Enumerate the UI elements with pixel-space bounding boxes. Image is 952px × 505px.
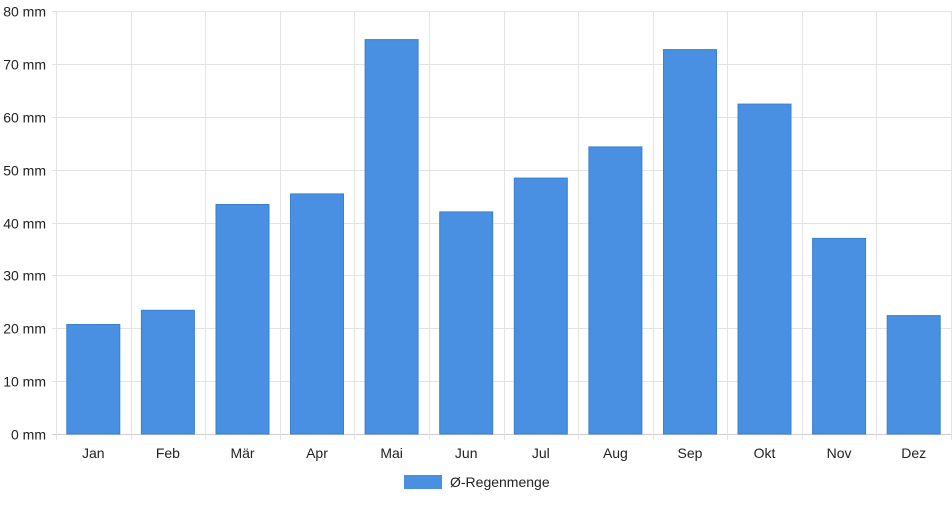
x-tick-label-nov: Nov [827, 445, 852, 461]
bar-jun [439, 211, 494, 435]
bar-apr [290, 193, 344, 435]
x-tick-label-aug: Aug [603, 445, 628, 461]
bar-mär [215, 204, 270, 435]
x-tick-label-jul: Jul [532, 445, 550, 461]
x-tick-label-jan: Jan [82, 445, 105, 461]
y-tick-label: 0 mm [11, 427, 46, 443]
bar-mai [364, 39, 419, 435]
x-tick-label-okt: Okt [754, 445, 776, 461]
bars [66, 39, 941, 435]
legend-swatch-regenmenge[interactable] [404, 475, 442, 489]
x-tick-label-mär: Mär [230, 445, 254, 461]
x-tick-label-dez: Dez [901, 445, 926, 461]
legend[interactable]: Ø-Regenmenge [404, 474, 550, 490]
y-tick-label: 10 mm [3, 374, 46, 390]
bar-jan [66, 324, 121, 435]
bar-aug [588, 146, 643, 435]
x-tick-label-jun: Jun [455, 445, 478, 461]
y-tick-label: 20 mm [3, 321, 46, 337]
legend-label-regenmenge[interactable]: Ø-Regenmenge [450, 474, 550, 490]
y-tick-label: 80 mm [3, 4, 46, 20]
y-tick-label: 30 mm [3, 268, 46, 284]
y-tick-label: 40 mm [3, 216, 46, 232]
x-tick-label-feb: Feb [156, 445, 180, 461]
y-axis-ticks: 0 mm 10 mm 20 mm 30 mm 40 mm 50 mm 60 mm 70 mm 8… [3, 4, 46, 443]
bar-nov [812, 237, 867, 435]
x-axis-ticks: Jan Feb Mär Apr Mai Jun Jul Aug Sep Okt Nov Dez [82, 445, 926, 461]
bar-jul [513, 177, 568, 435]
bar-okt [737, 103, 792, 435]
bar-dez [886, 315, 941, 435]
x-tick-label-mai: Mai [380, 445, 403, 461]
x-tick-label-sep: Sep [678, 445, 703, 461]
bar-feb [140, 309, 195, 435]
y-tick-label: 50 mm [3, 163, 46, 179]
y-tick-label: 70 mm [3, 57, 46, 73]
bar-sep [663, 49, 717, 435]
y-tick-label: 60 mm [3, 110, 46, 126]
x-tick-label-apr: Apr [306, 445, 328, 461]
